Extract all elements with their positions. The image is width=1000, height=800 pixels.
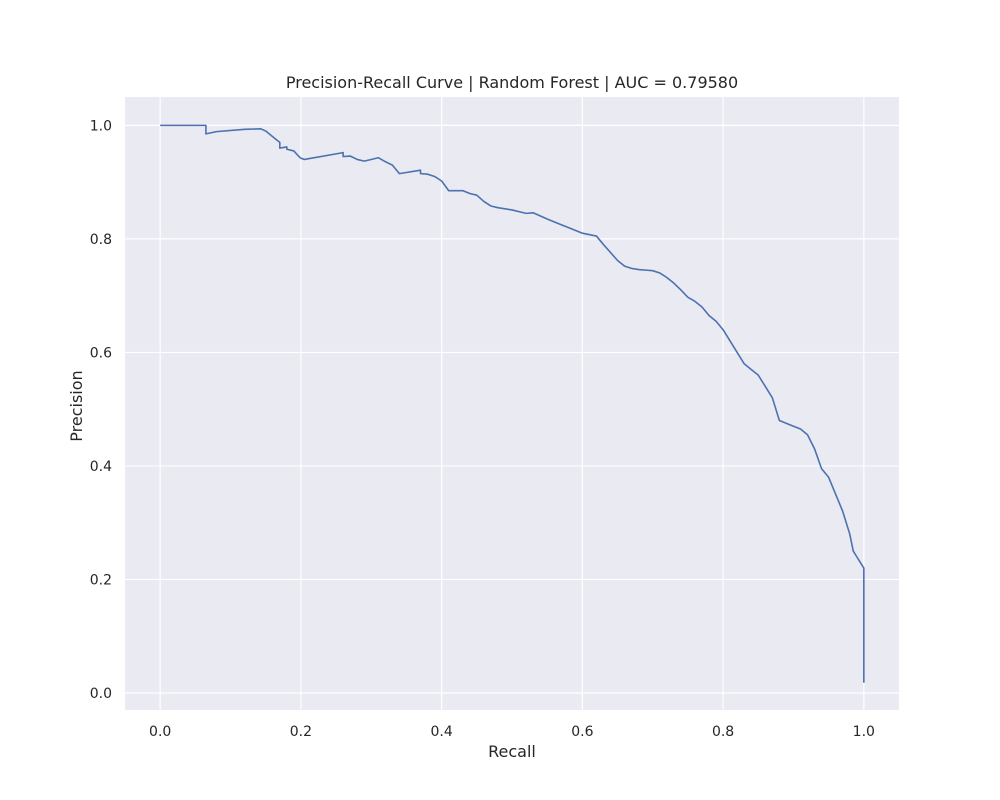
y-tick-label: 1.0: [90, 118, 112, 134]
x-axis-label: Recall: [488, 742, 536, 761]
chart-title: Precision-Recall Curve | Random Forest |…: [286, 73, 738, 92]
x-tick-label: 0.0: [149, 724, 171, 740]
x-tick-label: 0.8: [712, 724, 734, 740]
y-tick-labels: 0.0 0.2 0.4 0.6 0.8 1.0: [90, 118, 112, 702]
x-tick-label: 0.2: [290, 724, 312, 740]
plot-area: [125, 97, 899, 710]
y-gridlines: [125, 124, 899, 694]
y-tick-label: 0.6: [90, 345, 112, 361]
y-tick-label: 0.0: [90, 686, 112, 702]
y-tick-label: 0.2: [90, 572, 112, 588]
x-tick-labels: 0.0 0.2 0.4 0.6 0.8 1.0: [149, 724, 875, 740]
x-tick-label: 1.0: [853, 724, 875, 740]
y-tick-label: 0.8: [90, 232, 112, 248]
precision-recall-line: [160, 124, 865, 683]
x-gridlines: [159, 97, 865, 710]
x-tick-label: 0.6: [571, 724, 593, 740]
x-tick-label: 0.4: [431, 724, 453, 740]
y-axis-label: Precision: [67, 370, 86, 441]
y-tick-label: 0.4: [90, 459, 112, 475]
